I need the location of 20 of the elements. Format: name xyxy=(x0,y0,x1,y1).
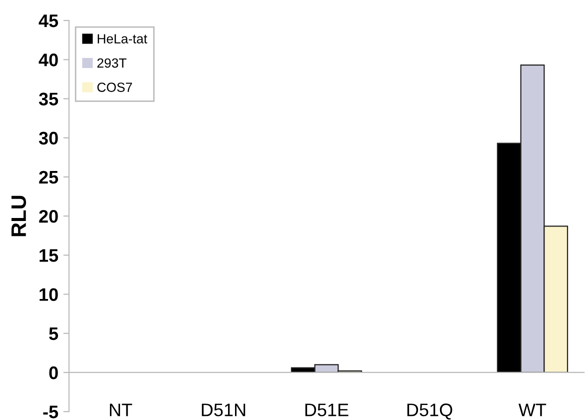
y-tick-label: 40 xyxy=(38,54,58,66)
y-tick-label: 0 xyxy=(49,366,58,380)
y-tick-label: 30 xyxy=(38,132,58,145)
y-tick-label: 10 xyxy=(40,288,58,301)
y-tick-label: 25 xyxy=(39,170,58,184)
y-tick-label: 15 xyxy=(40,249,58,262)
y-tick-label: 35 xyxy=(38,92,58,106)
x-tick-label: NT xyxy=(110,404,132,416)
legend-label: HeLa-tat xyxy=(98,34,148,44)
x-tick-label: D51E xyxy=(305,404,348,416)
legend-label: COS7 xyxy=(97,82,132,92)
y-tick-label: 20 xyxy=(39,210,58,223)
x-tick-label: WT xyxy=(518,404,546,416)
legend-label: 293T xyxy=(97,58,126,68)
y-tick-label: 45 xyxy=(38,14,58,28)
y-axis-title: RLU xyxy=(12,196,26,236)
y-tick-label: 5 xyxy=(49,328,58,340)
y-tick-label: -5 xyxy=(43,406,58,418)
x-tick-label: D51N xyxy=(202,404,246,416)
x-tick-label: D51Q xyxy=(407,404,452,420)
